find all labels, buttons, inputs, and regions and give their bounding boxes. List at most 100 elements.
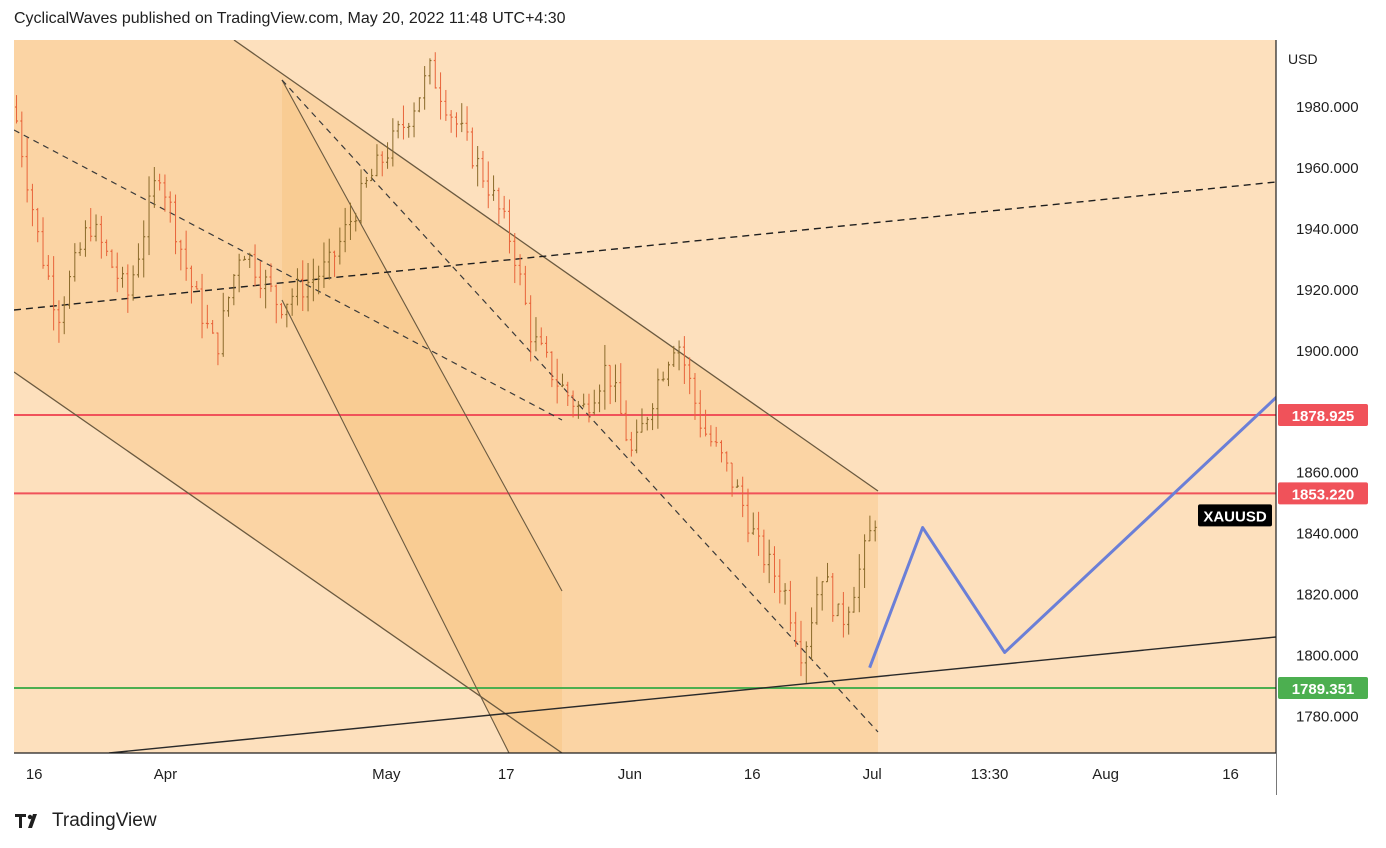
candle-124 [672,345,676,368]
candle-82 [449,110,453,133]
candle-158 [852,586,856,613]
candle-116 [629,431,633,457]
publish-info: CyclicalWaves published on TradingView.c… [14,10,566,27]
candle-115 [624,400,628,442]
candle-24 [142,220,146,278]
candle-132 [714,426,718,447]
chart-area[interactable]: USD 1780.000 1800.000 1820.000 1840.000 1860.… [14,40,1372,795]
candle-86 [470,127,474,169]
candle-23 [136,243,140,278]
candle-52 [290,288,294,316]
candle-11 [73,243,77,282]
candle-85 [465,106,469,141]
candle-48 [269,263,273,292]
candle-144 [778,559,782,604]
candle-161 [868,515,872,542]
candle-127 [688,357,692,395]
candle-61 [338,227,342,265]
candle-112 [608,364,612,405]
candle-45 [253,244,257,287]
x-tick-label: Jul [863,766,882,783]
candle-39 [221,292,225,357]
inner-channel-lower-trendline [281,299,510,754]
horizontal-dashed-trendline [14,181,1277,311]
candle-41 [232,274,236,306]
candle-14 [89,208,93,242]
candle-32 [184,230,188,281]
candle-150 [810,607,814,660]
level-badge-text: 1878.925 [1292,408,1355,425]
candle-102 [555,358,559,404]
candle-141 [762,529,766,573]
y-tick-label: 1960.000 [1296,160,1359,177]
candle-80 [439,72,443,120]
y-tick-label: 1920.000 [1296,282,1359,299]
candle-54 [301,260,305,312]
candle-63 [348,202,352,240]
channel-upper-trendline [233,40,879,492]
candlestick-chart[interactable]: USD 1780.000 1800.000 1820.000 1840.000 1860.… [14,40,1372,795]
candle-3 [30,183,34,227]
candle-19 [115,252,119,293]
candle-130 [704,409,708,437]
candle-108 [587,393,591,423]
candle-101 [550,351,554,388]
rising-support-trendline [108,636,1277,754]
candle-139 [751,512,755,535]
candle-28 [163,174,167,212]
candle-104 [566,381,570,406]
x-tick-label: Apr [154,766,177,783]
candle-50 [280,303,284,319]
candle-162 [873,520,877,542]
candle-156 [841,591,845,638]
candle-49 [274,284,278,324]
candle-148 [799,620,803,677]
projection-path [868,305,1372,669]
candle-78 [428,58,432,85]
candle-98 [534,317,538,352]
candle-25 [147,176,151,256]
candle-66 [364,176,368,188]
y-tick-label: 1940.000 [1296,221,1359,238]
candle-60 [333,250,337,277]
candle-21 [126,264,130,313]
candle-9 [62,296,66,335]
candle-16 [99,215,103,259]
candle-147 [794,611,798,647]
candle-57 [317,265,321,295]
candle-42 [237,253,241,293]
candle-5 [41,217,45,269]
candle-145 [783,583,787,605]
candle-140 [757,511,761,556]
candle-38 [216,332,220,366]
candle-44 [248,252,252,268]
candle-142 [767,539,771,584]
candle-89 [486,161,490,209]
candle-37 [211,320,215,334]
x-tick-label: 13:30 [971,766,1009,783]
candle-30 [174,194,178,255]
candle-125 [677,340,681,371]
footer: TradingView [14,810,157,832]
candle-1 [20,111,24,168]
candle-76 [417,97,421,113]
candle-43 [242,255,246,261]
candle-96 [523,265,527,306]
candle-22 [131,265,135,301]
inner-channel-upper-trendline [281,79,563,592]
candle-90 [492,175,496,201]
candle-117 [635,419,639,454]
candle-152 [820,581,824,611]
inner-mid-dashed [14,129,563,421]
candle-47 [264,269,268,309]
candle-65 [359,169,363,225]
candle-56 [311,258,315,302]
candle-26 [152,166,156,208]
candle-18 [110,249,114,269]
candle-133 [719,440,723,463]
inner-channel-fill [282,80,562,753]
candle-33 [189,265,193,304]
symbol-badge-text: XAUUSD [1203,508,1267,525]
time-axis-background [14,753,1276,795]
candle-111 [603,344,607,410]
